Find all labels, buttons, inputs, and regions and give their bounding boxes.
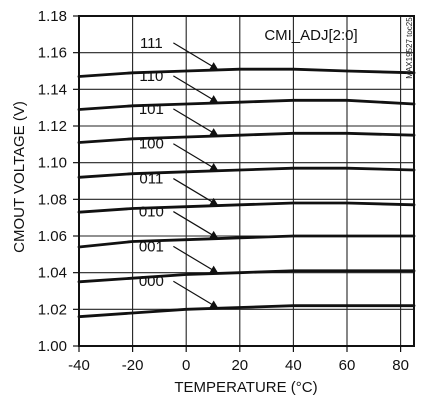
series-arrow-head-000 (209, 300, 219, 309)
y-tick-label-6: 1.12 (38, 118, 67, 135)
y-tick-label-7: 1.14 (38, 81, 67, 98)
series-arrow-line-000 (173, 280, 219, 309)
x-tick-label-2: 0 (182, 357, 190, 374)
series-arrow-head-011 (209, 197, 219, 206)
series-line-001 (77, 269, 416, 284)
annotation-layer: 111 110 101 100 011 010 001 000 (139, 35, 219, 309)
y-tick-label-5: 1.10 (38, 155, 67, 172)
y-tick-label-0: 1.00 (38, 338, 67, 355)
series-line-100 (77, 166, 416, 179)
x-tick-label-4: 40 (285, 357, 302, 374)
x-tick-label-1: -20 (122, 357, 144, 374)
series-arrow-line-100 (173, 143, 219, 172)
series-arrow-head-010 (209, 230, 219, 239)
x-axis-title: TEMPERATURE (°C) (174, 379, 317, 396)
x-tick-label-0: -40 (68, 357, 90, 374)
series-arrow-line-010 (173, 211, 219, 240)
series-label-001: 001 (139, 238, 164, 255)
grid-layer (78, 15, 414, 347)
series-arrow-head-111 (209, 62, 219, 70)
axis-layer: -40 -20 0 20 40 60 80 1.00 1.02 1.04 1.06 1.08 1.10 1… (38, 8, 415, 374)
series-label-110: 110 (139, 68, 163, 85)
x-tick-label-3: 20 (231, 357, 248, 374)
y-axis-title: CMOUT VOLTAGE (V) (11, 101, 28, 253)
series-label-111: 111 (140, 35, 163, 52)
series-label-011: 011 (139, 171, 163, 188)
series-label-010: 010 (139, 204, 164, 221)
series-label-000: 000 (139, 273, 164, 290)
y-tick-label-8: 1.16 (38, 45, 67, 62)
x-tick-label-5: 60 (339, 357, 356, 374)
series-arrow-line-101 (173, 108, 219, 137)
y-tick-label-3: 1.06 (38, 228, 67, 245)
y-tick-label-1: 1.02 (38, 301, 67, 318)
series-label-100: 100 (139, 136, 164, 153)
series-label-101: 101 (139, 101, 164, 118)
series-line-010 (77, 234, 416, 249)
series-arrow-head-110 (209, 95, 219, 103)
y-tick-label-9: 1.18 (38, 8, 67, 25)
series-arrow-head-001 (209, 265, 219, 274)
plot-frame (78, 15, 415, 347)
y-tick-label-2: 1.04 (38, 265, 67, 282)
series-line-101 (77, 131, 416, 144)
series-line-110 (77, 98, 416, 111)
series-arrow-line-011 (173, 178, 219, 207)
series-arrow-line-001 (173, 245, 219, 274)
series-arrow-line-111 (173, 42, 219, 71)
y-tick-label-4: 1.08 (38, 191, 67, 208)
series-arrow-head-101 (209, 128, 219, 136)
figure-code: MAX19527 toc25 (405, 17, 414, 79)
x-tick-label-6: 80 (392, 357, 409, 374)
series-layer (77, 67, 416, 319)
series-arrow-line-110 (173, 75, 219, 104)
series-arrow-head-100 (209, 163, 219, 171)
series-line-111 (77, 67, 416, 78)
legend-title: CMI_ADJ[2:0] (264, 27, 357, 44)
series-line-000 (77, 304, 416, 319)
series-line-011 (77, 201, 416, 214)
